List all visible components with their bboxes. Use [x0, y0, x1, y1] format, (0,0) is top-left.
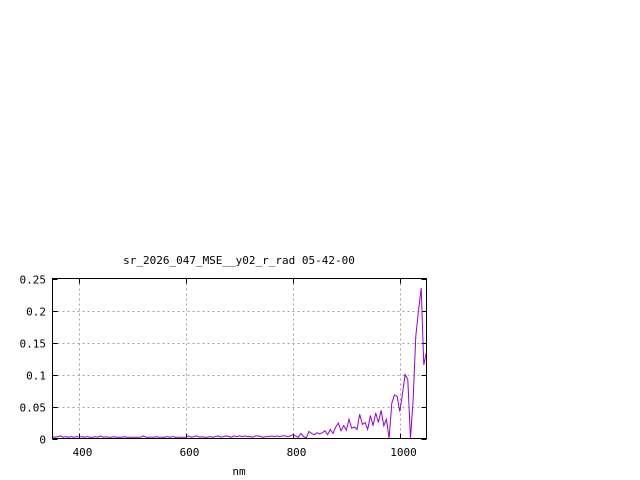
- y-tick-label: 0.1: [26, 370, 46, 383]
- x-tick-label: 400: [73, 446, 93, 459]
- chart-title: sr_2026_047_MSE__y02_r_rad 05-42-00: [123, 254, 355, 267]
- y-tick-label: 0.25: [20, 274, 47, 287]
- grid: [52, 278, 427, 439]
- x-tick-label: 1000: [390, 446, 417, 459]
- plot-border: [52, 278, 427, 439]
- series-line: [52, 288, 427, 439]
- y-tick-label: 0: [39, 434, 46, 447]
- x-axis-label: nm: [232, 465, 246, 478]
- x-tick-label: 600: [180, 446, 200, 459]
- y-tick-label: 0.2: [26, 306, 46, 319]
- y-tick-label: 0.15: [20, 338, 47, 351]
- x-tick-label: 800: [287, 446, 307, 459]
- x-axis: 400 600 800 1000: [73, 278, 417, 459]
- y-axis: 0 0.05 0.1 0.15 0.2 0.25: [20, 274, 427, 447]
- y-tick-label: 0.05: [20, 402, 47, 415]
